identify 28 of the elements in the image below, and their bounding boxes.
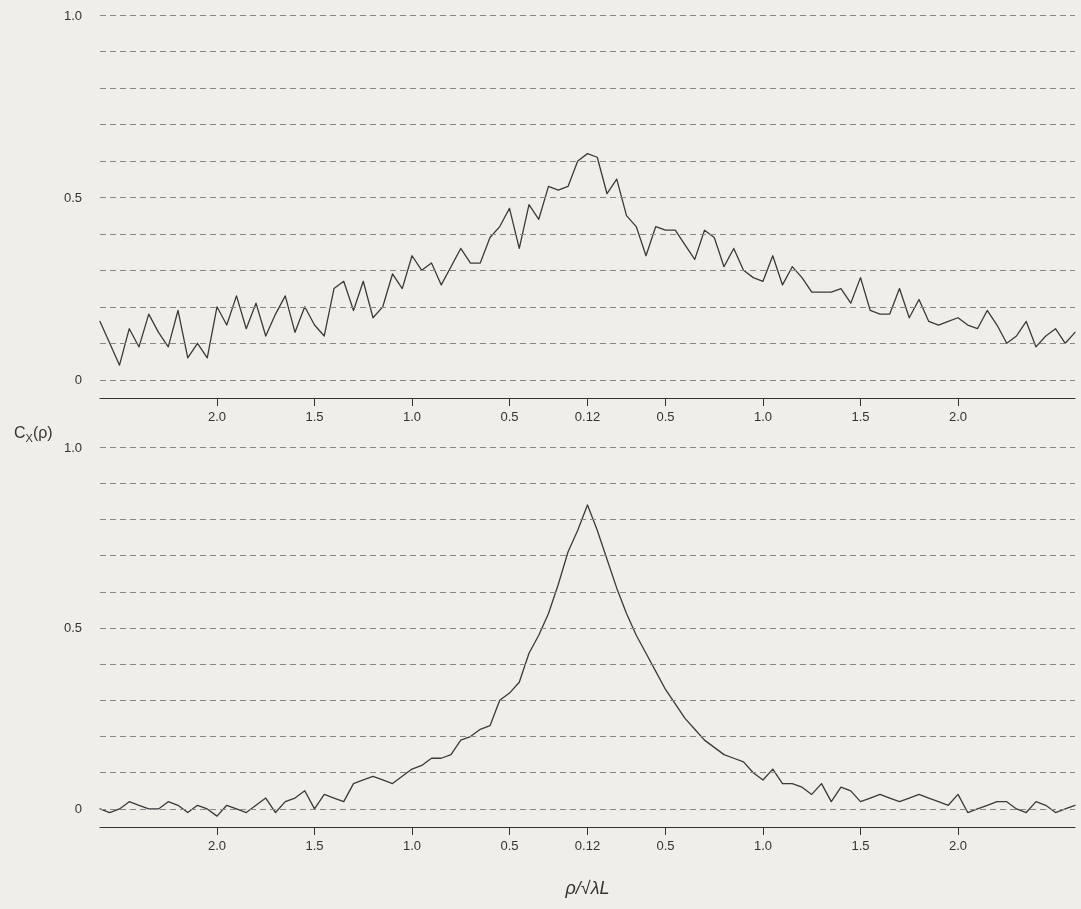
- x-tick-label: 1.0: [402, 409, 422, 424]
- x-tick-label: 2.0: [207, 838, 227, 853]
- x-axis-title: ρ/√λL: [564, 878, 610, 898]
- y-axis-title: C$_{X}$(ρ): [14, 424, 53, 445]
- y-tick-label: 0: [74, 801, 82, 817]
- x-tick-label: 0.12: [574, 838, 601, 853]
- x-tick-label: 1.5: [305, 409, 324, 424]
- y-tick-label: 1.0: [63, 7, 82, 23]
- line-series: [99, 504, 1076, 817]
- x-tick-label: 0.5: [500, 409, 519, 424]
- x-tick-label: 1.0: [402, 838, 422, 853]
- x-tick-label: 2.0: [207, 409, 227, 424]
- x-tick-label: 1.0: [753, 409, 773, 424]
- y-tick-label: 0.5: [63, 620, 82, 636]
- y-tick-label: 0: [74, 372, 82, 388]
- x-tick-label: 1.5: [851, 838, 870, 853]
- line-series: [99, 152, 1076, 366]
- x-tick-label: 0.5: [500, 838, 519, 853]
- y-tick-label: 0.5: [63, 189, 82, 205]
- x-tick-label: 2.0: [948, 838, 968, 853]
- x-tick-label: 1.5: [305, 838, 324, 853]
- x-tick-label: 1.0: [753, 838, 773, 853]
- x-tick-label: 1.5: [851, 409, 870, 424]
- x-tick-label: 0.5: [656, 838, 675, 853]
- x-tick-label: 2.0: [948, 409, 968, 424]
- x-tick-label: 0.5: [656, 409, 675, 424]
- x-tick-label: 0.12: [574, 409, 601, 424]
- y-tick-label: 1.0: [63, 439, 82, 455]
